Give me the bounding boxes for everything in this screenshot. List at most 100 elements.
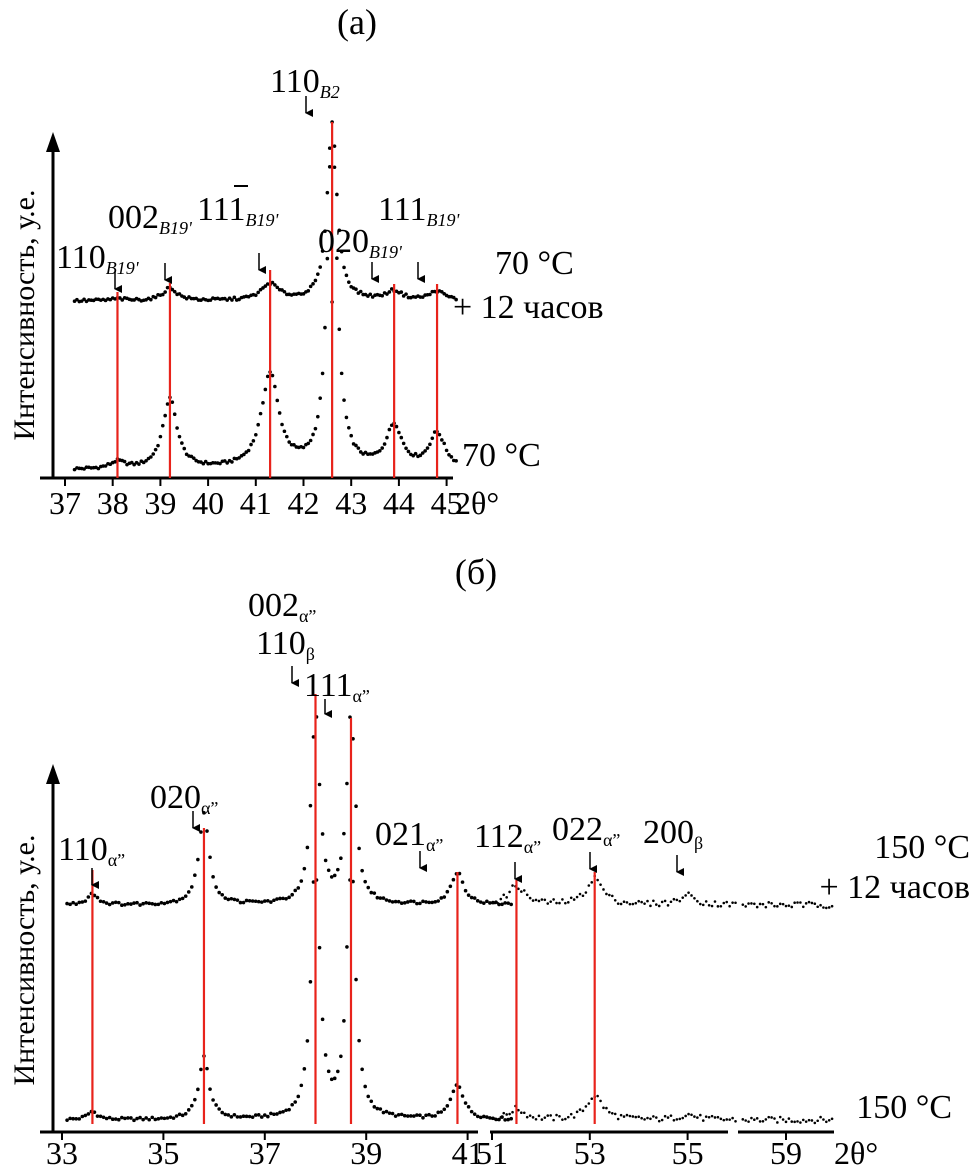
panel-b-data-point: [660, 1118, 664, 1122]
panel-b-data-point: [436, 899, 440, 903]
panel-a-data-point: [113, 460, 117, 464]
panel-b-data-point: [287, 895, 291, 900]
panel-b-data-point: [488, 1116, 492, 1120]
panel-a-peak-lines: [116, 122, 439, 478]
panel-b-data-point: [558, 901, 561, 905]
panel-b-data-point: [116, 1117, 121, 1122]
panel-b-data-point: [753, 1118, 756, 1121]
panel-b-data-point: [657, 1119, 661, 1123]
panel-a-peak-labels: 110B19' 002B19' 111B19' 110B2 020B19' 11…: [56, 63, 460, 293]
panel-b-data-point: [517, 1108, 520, 1112]
panel-b-data-point: [354, 977, 358, 982]
panel-b-data-point: [116, 900, 121, 905]
panel-b-data-point: [485, 899, 489, 904]
panel-a-data-point: [103, 464, 108, 468]
panel-b-data-point: [68, 902, 72, 907]
panel-b-data-point: [193, 1097, 197, 1102]
peak-label-110-b2: 110B2: [270, 63, 340, 117]
panel-b-data-point: [183, 1111, 188, 1116]
panel-b-data-point: [741, 1118, 745, 1121]
panel-b-data-point: [229, 1115, 234, 1119]
panel-b-data-point: [275, 897, 279, 901]
panel-b-data-point: [369, 1099, 374, 1104]
panel-b-data-point: [427, 1112, 431, 1117]
panel-b-data-point: [412, 899, 416, 904]
panel-a-data-point: [437, 432, 442, 437]
panel-b-data-point: [396, 899, 401, 904]
panel-a-data-point: [144, 458, 148, 463]
panel-b-data-point: [74, 902, 78, 907]
panel-b-data-point: [640, 1116, 643, 1120]
panel-a-data-point: [358, 450, 363, 454]
panel-b-data-point: [451, 1089, 456, 1094]
panel-b-data-point: [787, 904, 791, 907]
panel-b-data-point: [281, 1109, 285, 1114]
panel-b-data-point: [415, 1113, 419, 1117]
panel-b-data-point: [744, 905, 747, 908]
panel-b-data-point: [646, 1116, 649, 1120]
panel-b-data-point: [810, 1119, 814, 1122]
panel-b-data-point: [135, 1116, 139, 1121]
panel-a-data-point: [327, 146, 332, 150]
panel-a-data-point: [387, 427, 392, 432]
panel-b-data-point: [675, 1118, 679, 1121]
panel-a-data-point: [208, 298, 213, 302]
panel-b-data-point: [244, 898, 249, 903]
panel-b-data-point: [578, 892, 582, 896]
svg-text:112α”: 112α”: [474, 818, 541, 857]
panel-b-data-point: [126, 901, 130, 906]
panel-b-data-point: [572, 898, 576, 901]
panel-b-data-point: [317, 945, 322, 950]
panel-b-trace-label-base: 150 °C: [856, 1089, 952, 1126]
panel-b-data-point: [305, 845, 310, 850]
panel-b-data-point: [241, 1114, 246, 1119]
panel-a-data-point: [160, 423, 165, 428]
panel-b-data-point: [336, 1069, 340, 1074]
panel-a-data-point: [449, 455, 454, 459]
panel-b-x-tick-label: 37: [249, 1135, 281, 1168]
panel-b-x-tick-label: 35: [147, 1135, 179, 1168]
panel-a-traces: [72, 120, 458, 472]
panel-b-data-point: [387, 899, 392, 903]
panel-a-data-point: [420, 451, 425, 455]
panel-a-x-tick-label: 44: [383, 485, 415, 521]
panel-b-data-point: [360, 868, 364, 873]
panel-b-data-point: [552, 1118, 555, 1122]
panel-a-data-point: [313, 426, 318, 431]
panel-b-data-point: [263, 1113, 267, 1117]
panel-a-x-tick-label: 43: [335, 485, 367, 521]
panel-a-x-ticks: 37 38 39 40 41 42 43 44 45: [49, 478, 463, 521]
panel-b-data-point: [488, 901, 492, 905]
panel-b-data-point: [232, 1112, 237, 1117]
panel-b-data-point: [643, 902, 646, 905]
peak-label-111-b19: 111B19': [378, 191, 460, 283]
panel-b-data-point: [566, 1115, 570, 1119]
panel-b-data-point: [342, 831, 346, 836]
panel-b-data-point: [693, 1115, 696, 1118]
panel-b-data-point: [266, 1114, 270, 1119]
panel-a-x-tick-label: 41: [240, 485, 272, 521]
panel-a-data-point: [320, 249, 325, 253]
panel-b-data-point: [561, 1118, 564, 1121]
panel-a-data-point: [254, 293, 258, 298]
panel-b-data-point: [744, 1119, 747, 1122]
panel-b-data-point: [499, 897, 503, 901]
panel-b-data-point: [329, 875, 334, 879]
panel-b-data-point: [796, 901, 799, 904]
panel-b-data-point: [202, 811, 206, 815]
panel-a-data-point: [306, 289, 311, 293]
panel-a-data-point: [163, 413, 167, 418]
peak-label-200-beta: 200β: [643, 814, 703, 876]
panel-b-data-point: [390, 900, 395, 904]
panel-a-data-point: [323, 229, 327, 234]
panel-a-data-point: [287, 440, 291, 444]
panel-b-data-point: [531, 899, 535, 902]
panel-b-data-point: [506, 901, 510, 905]
panel-b-data-point: [363, 1084, 367, 1089]
panel-a-data-point: [404, 292, 408, 296]
panel-b-data-point: [506, 1117, 510, 1122]
panel-b-data-point: [663, 1114, 667, 1118]
panel-b-data-point: [722, 1118, 726, 1122]
panel-b-data-point: [684, 1114, 687, 1118]
